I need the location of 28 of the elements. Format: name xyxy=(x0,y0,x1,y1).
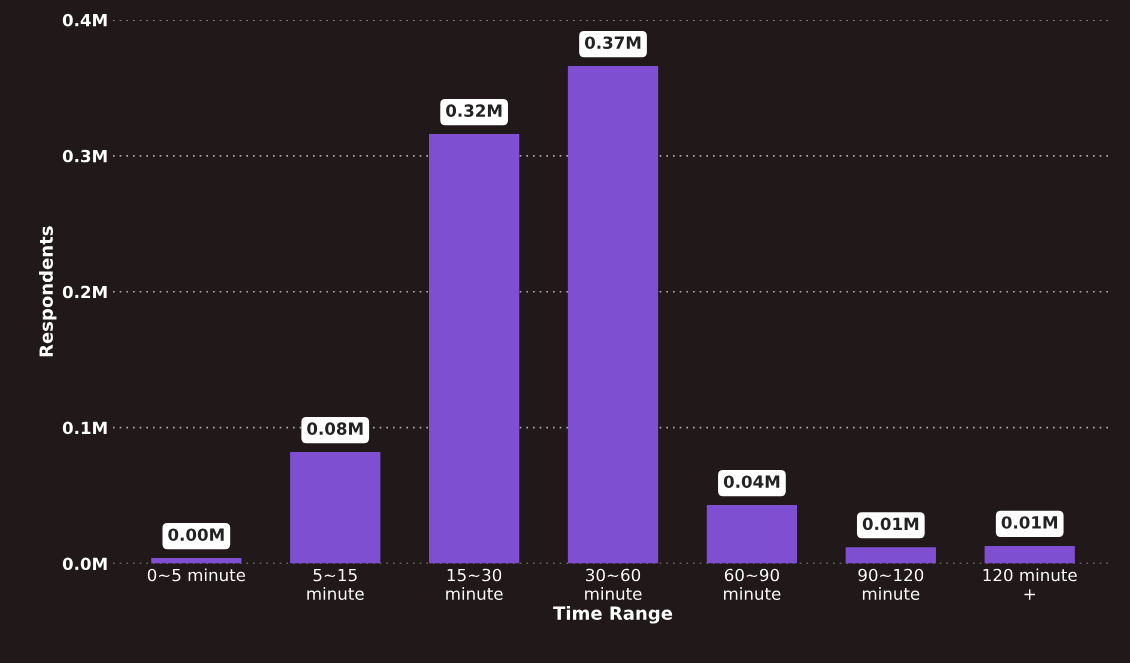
data-label: 0.01M xyxy=(862,517,919,531)
bar xyxy=(151,558,242,564)
y-tick-label: 0.2M xyxy=(62,285,107,299)
data-label: 0.37M xyxy=(584,36,641,49)
x-tick-label: 120 minute + xyxy=(983,568,1077,600)
data-label: 0.04M xyxy=(723,475,780,488)
y-tick-label: 0.3M xyxy=(62,149,107,163)
x-axis-title: Time Range xyxy=(553,605,673,624)
y-tick-label: 0.1M xyxy=(62,421,107,435)
data-label: 0.32M xyxy=(446,104,502,117)
x-tick-label: 60~90 minute xyxy=(724,568,781,600)
y-axis-title: Respondents xyxy=(39,226,57,357)
x-tick-label: 5~15 minute xyxy=(307,568,364,600)
data-label: 0.00M xyxy=(168,528,224,541)
x-tick-label: 15~30 minute xyxy=(446,568,503,600)
bar xyxy=(845,547,936,564)
data-label: 0.01M xyxy=(1001,516,1058,529)
bar xyxy=(706,505,798,564)
y-tick-label: 0.0M xyxy=(62,557,107,571)
bar xyxy=(428,134,520,564)
bar xyxy=(567,66,659,564)
data-label: 0.08M xyxy=(307,422,363,435)
x-tick-label: 0~5 minute xyxy=(147,568,246,582)
x-tick-label: 30~60 minute xyxy=(585,568,642,600)
x-tick-label: 90~120 minute xyxy=(858,568,924,600)
bar xyxy=(290,452,381,564)
y-tick-label: 0.4M xyxy=(62,13,107,27)
bar xyxy=(984,545,1075,564)
